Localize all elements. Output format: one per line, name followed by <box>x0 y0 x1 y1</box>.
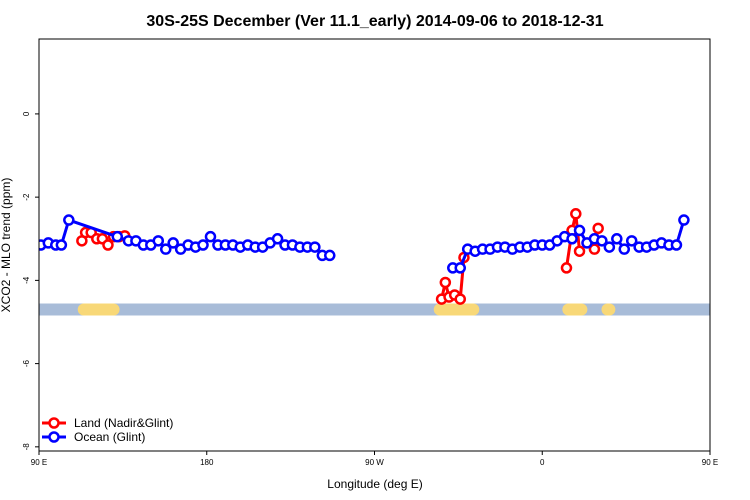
ocean-point-0-31 <box>309 241 321 253</box>
y-tick-label-3: -6 <box>22 360 31 368</box>
ocean-point-1-21 <box>603 241 616 253</box>
ocean-point-0-5 <box>111 230 124 243</box>
x-tick-label-4: 90 E <box>702 458 718 467</box>
y-tick-label-0: 0 <box>22 111 31 116</box>
ocean-point-0-12 <box>167 237 179 249</box>
y-tick-label-1: -2 <box>22 193 31 201</box>
x-axis: 90 E 180 90 W 0 90 E <box>31 451 718 467</box>
legend-ocean-label: Ocean (Glint) <box>74 430 145 444</box>
x-axis-label: Longitude (deg E) <box>327 477 422 491</box>
ocean-point-1-20 <box>596 235 608 247</box>
land-point-2-3 <box>573 245 586 257</box>
y-tick-label-2: -4 <box>22 276 31 284</box>
ocean-point-0-3 <box>55 239 68 251</box>
ocean-point-0-17 <box>204 230 217 243</box>
x-tick-label-1: 180 <box>200 458 214 467</box>
legend-land-label: Land (Nadir&Glint) <box>74 416 173 430</box>
land-point-3-1 <box>592 222 604 235</box>
ocean-point-1-23 <box>618 243 631 255</box>
y-tick-label-4: -8 <box>22 443 31 451</box>
ocean-point-1-24 <box>625 235 638 247</box>
land-point-1-1 <box>439 276 452 289</box>
ocean-point-1-1 <box>454 262 466 274</box>
series-layer <box>39 208 690 305</box>
ocean-point-1-22 <box>611 233 623 245</box>
ocean-point-0-33 <box>324 249 336 262</box>
ocean-point-1-30 <box>670 239 683 251</box>
land-point-2-0 <box>560 262 573 274</box>
y-axis-label: XCO2 - MLO trend (ppm) <box>0 178 13 313</box>
x-tick-label-0: 90 E <box>31 458 47 467</box>
ocean-point-0-11 <box>159 243 172 255</box>
land-point-3-0 <box>588 243 601 255</box>
x-tick-label-2: 90 W <box>365 458 384 467</box>
legend-ocean-marker <box>48 431 60 443</box>
ocean-point-1-16 <box>566 233 578 245</box>
ocean-series <box>39 214 690 274</box>
ocean-point-0-16 <box>197 239 209 251</box>
y-axis: 0 -2 -4 -6 -8 <box>22 111 39 450</box>
legend: Land (Nadir&Glint) Ocean (Glint) <box>42 416 173 444</box>
ocean-point-0-4 <box>63 214 75 226</box>
legend-entry-ocean: Ocean (Glint) <box>42 430 145 444</box>
x-tick-label-3: 0 <box>540 458 545 467</box>
chart-title: 30S-25S December (Ver 11.1_early) 2014-0… <box>146 13 603 30</box>
land-point-2-2 <box>570 208 582 220</box>
ocean-point-1-17 <box>573 224 586 237</box>
ocean-point-0-26 <box>271 233 284 245</box>
land-point-0-5 <box>102 239 114 251</box>
legend-land-marker <box>48 417 60 429</box>
ocean-point-1-31 <box>678 214 690 226</box>
ocean-point-0-10 <box>152 235 165 247</box>
land-point-1-4 <box>454 293 466 305</box>
legend-entry-land: Land (Nadir&Glint) <box>42 416 173 430</box>
